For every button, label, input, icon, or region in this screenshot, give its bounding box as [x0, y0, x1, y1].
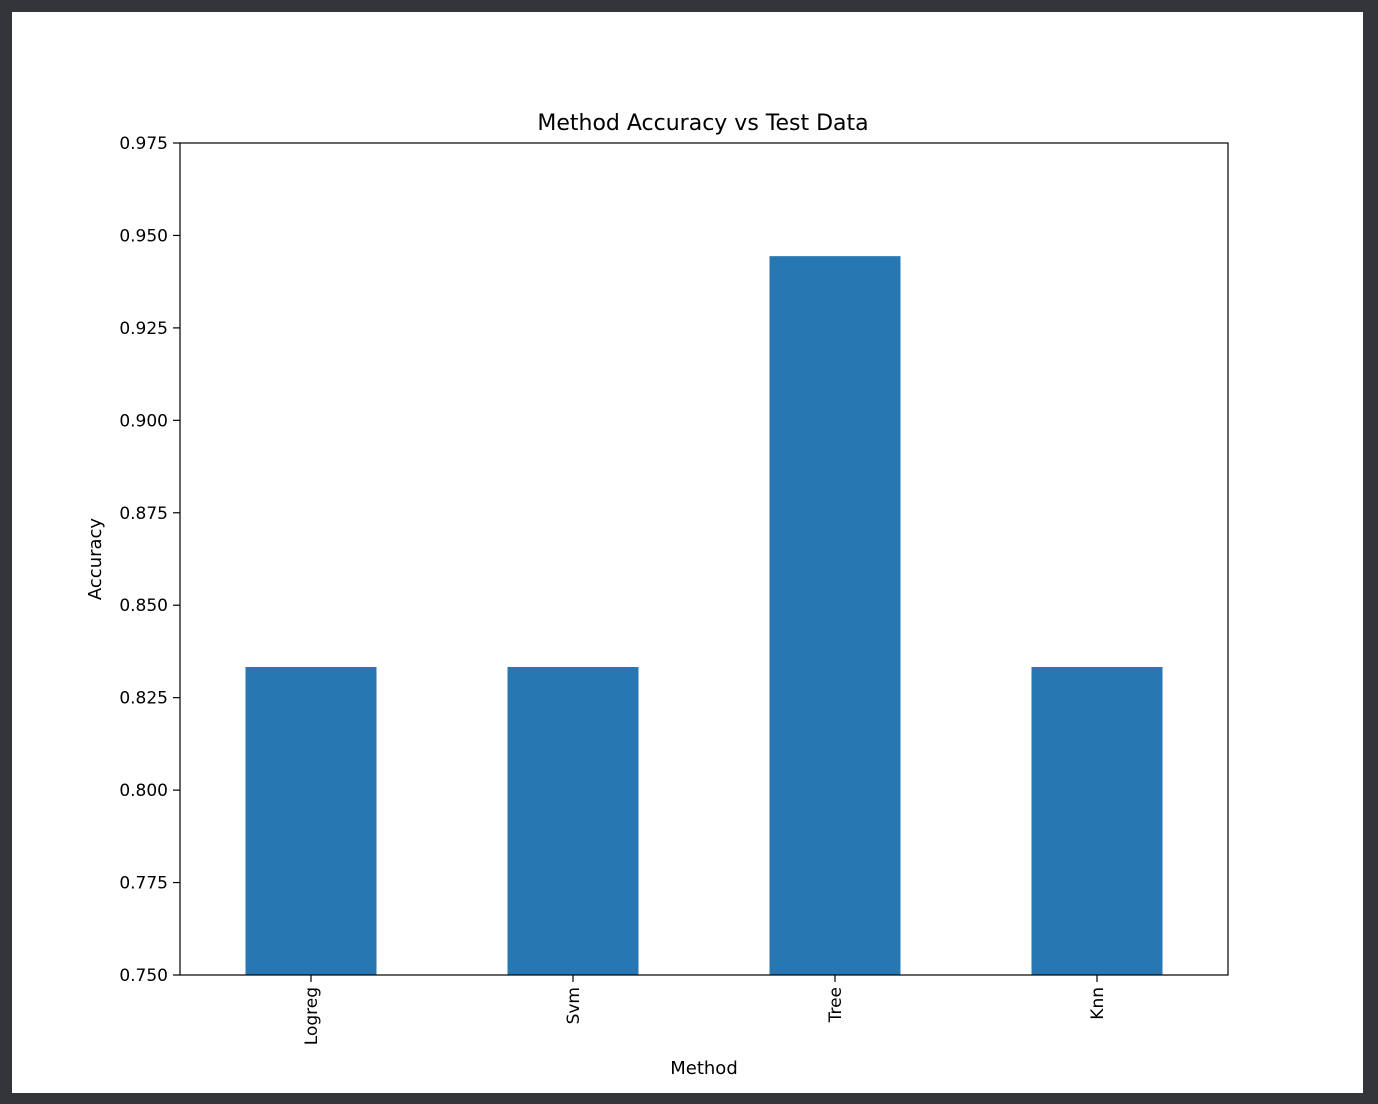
y-axis-title: Accuracy: [85, 518, 106, 601]
y-tick-label: 0.750: [119, 966, 168, 986]
y-tick-label: 0.850: [119, 596, 168, 616]
bar-logreg: [245, 666, 377, 975]
y-tick-label: 0.925: [119, 319, 168, 339]
figure-canvas: Method Accuracy vs Test Data 0.750 0.775 0…: [12, 12, 1363, 1093]
bar-chart: Method Accuracy vs Test Data 0.750 0.775 0…: [85, 111, 1229, 1079]
x-tick-label-tree: Tree: [826, 987, 846, 1023]
y-tick-label: 0.875: [119, 504, 168, 524]
x-axis-title: Method: [670, 1058, 738, 1079]
bar-knn: [1031, 666, 1163, 975]
y-tick-label: 0.825: [119, 689, 168, 709]
x-tick-label-knn: Knn: [1088, 987, 1108, 1020]
y-tick-label: 0.950: [119, 226, 168, 246]
x-tick-label-logreg: Logreg: [302, 987, 322, 1045]
x-tick-label-svm: Svm: [564, 987, 584, 1024]
y-tick-label: 0.900: [119, 411, 168, 431]
bar-tree: [769, 256, 901, 975]
bar-svm: [507, 666, 639, 975]
y-tick-label: 0.775: [119, 874, 168, 894]
chart-title: Method Accuracy vs Test Data: [537, 111, 868, 136]
y-tick-label: 0.800: [119, 781, 168, 801]
y-tick-label: 0.975: [119, 134, 168, 154]
plot-area-frame: [179, 142, 1229, 976]
